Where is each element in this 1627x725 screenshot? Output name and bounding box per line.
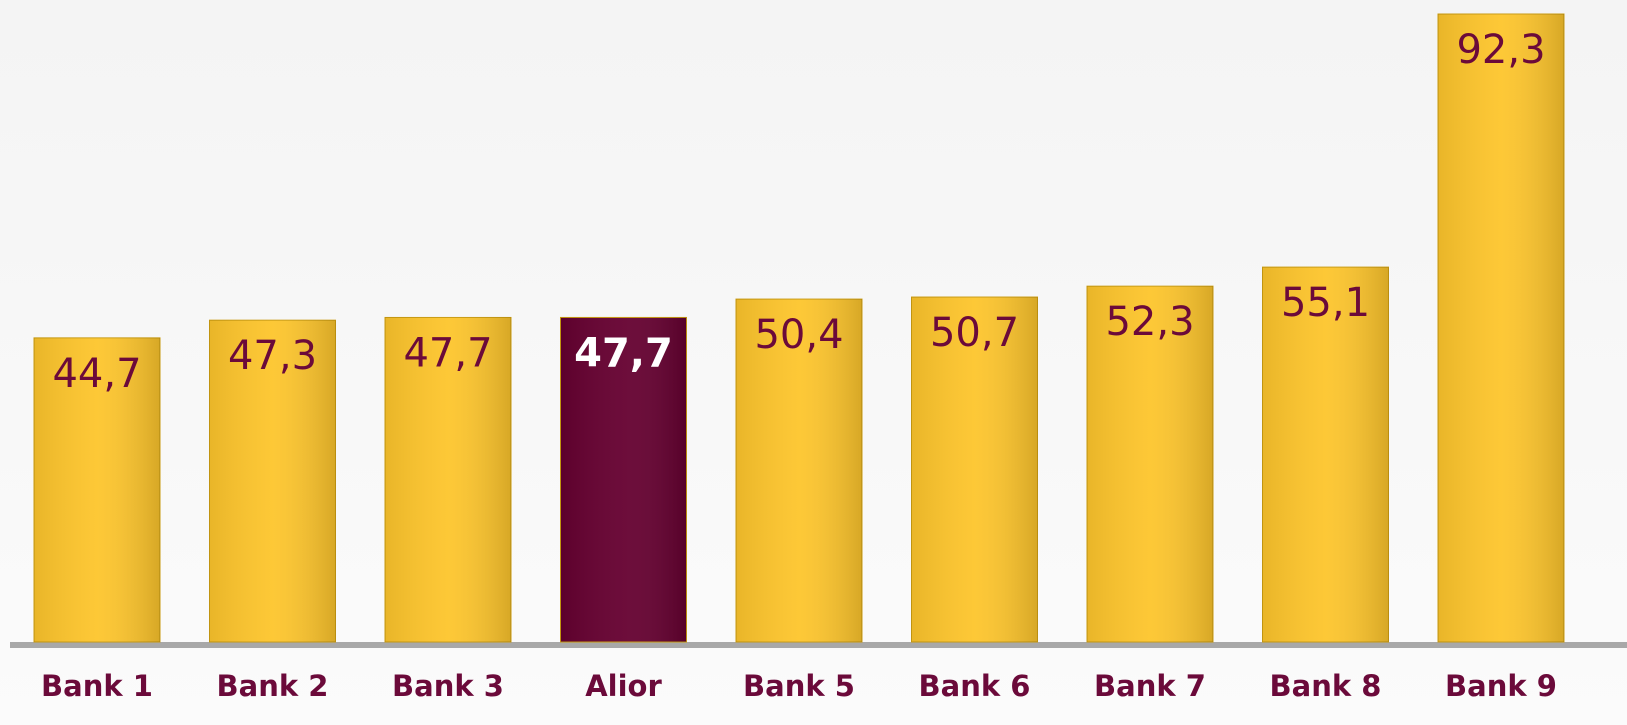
value-label: 44,7 bbox=[52, 351, 141, 397]
bar-shade bbox=[385, 317, 511, 642]
x-tick-label: Bank 5 bbox=[743, 669, 855, 703]
value-label: 50,4 bbox=[754, 312, 843, 358]
x-tick-label: Bank 3 bbox=[392, 669, 504, 703]
bar-shade bbox=[1262, 267, 1389, 642]
x-tick-label: Bank 1 bbox=[41, 669, 153, 703]
value-label: 55,1 bbox=[1281, 280, 1370, 326]
bar-shade bbox=[560, 317, 687, 642]
bar-shade bbox=[1438, 14, 1564, 642]
bar-shade bbox=[736, 299, 862, 642]
bar-shade bbox=[1087, 286, 1213, 642]
x-tick-label: Bank 8 bbox=[1270, 669, 1382, 703]
value-label: 92,3 bbox=[1456, 27, 1545, 73]
value-label: 50,7 bbox=[930, 310, 1019, 356]
bar-shade bbox=[911, 297, 1038, 642]
bar-shade bbox=[209, 320, 336, 642]
x-tick-label: Alior bbox=[585, 669, 662, 703]
value-label: 47,7 bbox=[403, 330, 492, 376]
x-tick-label: Bank 2 bbox=[217, 669, 329, 703]
x-tick-label: Bank 7 bbox=[1094, 669, 1206, 703]
x-tick-label: Bank 6 bbox=[919, 669, 1031, 703]
value-label: 52,3 bbox=[1105, 299, 1194, 345]
value-label: 47,3 bbox=[228, 333, 317, 379]
value-label: 47,7 bbox=[574, 330, 673, 376]
bar-shade bbox=[34, 337, 160, 642]
x-tick-label: Bank 9 bbox=[1445, 669, 1557, 703]
baseline bbox=[10, 642, 1627, 648]
